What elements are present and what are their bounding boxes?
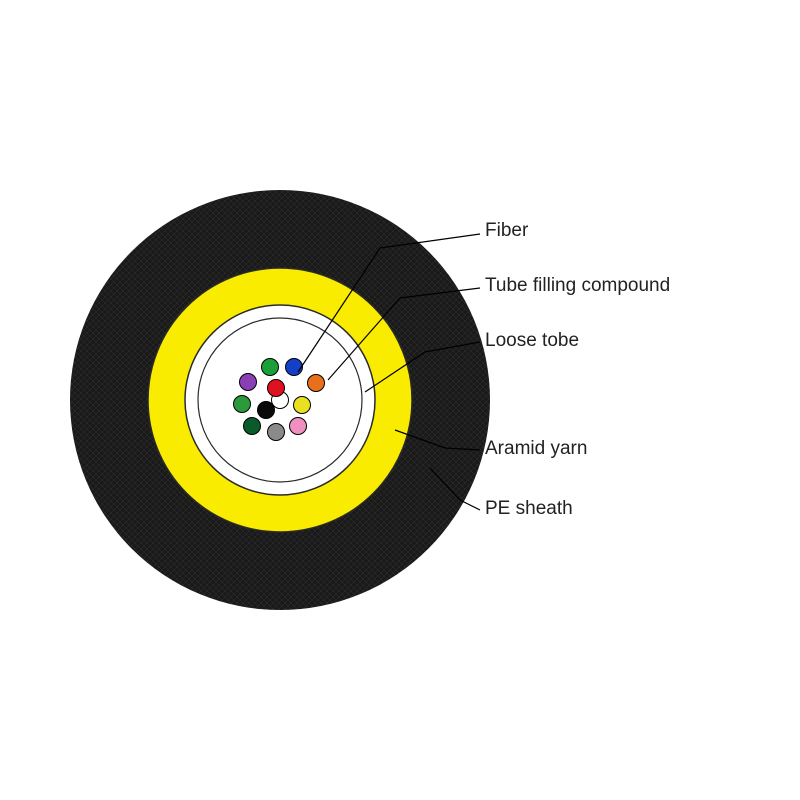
fiber-dot (294, 397, 311, 414)
fiber-dot (244, 418, 261, 435)
fiber-dot (268, 424, 285, 441)
fiber-dot (240, 374, 257, 391)
fiber-dot (290, 418, 307, 435)
label-tube-filling-compound: Tube filling compound (485, 275, 670, 297)
fiber-dot (308, 375, 325, 392)
label-loose-tube: Loose tobe (485, 330, 579, 352)
fiber-dot (258, 402, 275, 419)
fiber-dot (286, 359, 303, 376)
label-pe-sheath: PE sheath (485, 498, 573, 520)
fiber-dot (234, 396, 251, 413)
cable-cross-section-diagram: Fiber Tube filling compound Loose tobe Aram… (0, 0, 800, 800)
label-aramid-yarn: Aramid yarn (485, 438, 587, 460)
fiber-dot (262, 359, 279, 376)
fiber-dot (268, 380, 285, 397)
label-fiber: Fiber (485, 220, 528, 242)
